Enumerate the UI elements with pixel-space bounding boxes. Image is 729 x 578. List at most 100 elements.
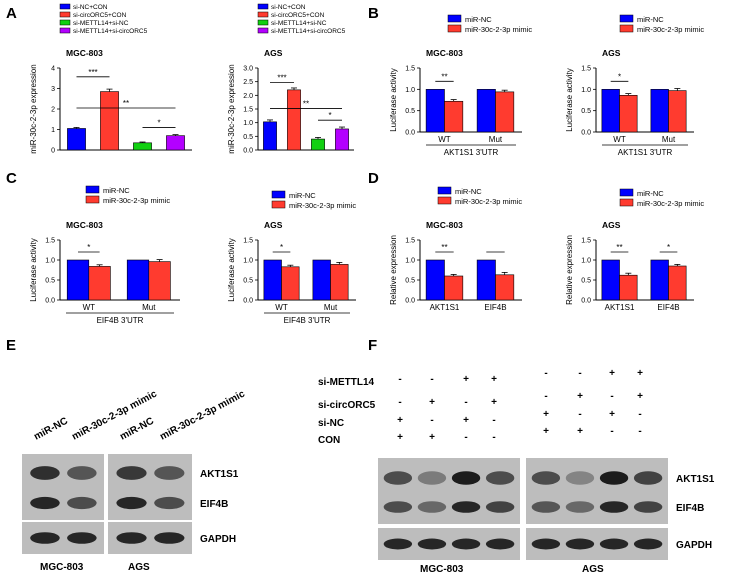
bar	[126, 259, 150, 301]
bar	[425, 89, 445, 133]
y-tick-label: 1.5	[243, 107, 253, 114]
blot-band	[531, 471, 561, 485]
condition-label: si-circORC5	[318, 400, 376, 411]
legend-d2-swatch	[619, 198, 634, 207]
condition-mark: +	[463, 415, 469, 426]
bar	[668, 90, 687, 133]
x-tick-label: AKT1S1	[430, 303, 460, 312]
y-tick-label: 1.5	[581, 238, 591, 245]
blot-band	[154, 532, 185, 544]
x-tick-label: Mut	[324, 303, 338, 312]
blot-band	[30, 466, 60, 480]
significance-label: **	[441, 243, 447, 252]
blot-band	[154, 466, 185, 480]
y-tick-label: 2.5	[243, 79, 253, 86]
y-tick-label: 4	[51, 66, 55, 73]
y-tick-label: 2.0	[243, 93, 253, 100]
condition-mark: -	[430, 415, 433, 426]
y-tick-label: 1.0	[405, 258, 415, 265]
legend-d2-swatch	[619, 188, 634, 197]
legend-c1-swatch	[85, 195, 100, 204]
legend-c2-swatch	[271, 190, 286, 199]
legend-a1-swatch	[59, 3, 71, 10]
legend-c1-label: miR-30c-2-3p mimic	[103, 196, 170, 205]
legend-d2-label: miR-NC	[637, 189, 664, 198]
blot-band	[565, 538, 595, 550]
bar	[444, 100, 464, 133]
significance-label: **	[616, 243, 622, 252]
x-tick-label: AKT1S1	[605, 303, 635, 312]
blot-row-label: EIF4B	[676, 503, 704, 514]
legend-d1-swatch	[437, 186, 452, 195]
blot-band	[565, 471, 595, 485]
condition-mark: -	[464, 432, 467, 443]
y-tick-label: 0.5	[581, 278, 591, 285]
blot-band	[116, 496, 147, 510]
chart-title: AGS	[264, 48, 283, 58]
y-tick-label: 1.0	[45, 258, 55, 265]
bar	[287, 89, 301, 151]
blot-band	[417, 501, 447, 513]
bar	[601, 259, 620, 301]
condition-mark: +	[609, 368, 615, 379]
blot-band	[633, 471, 663, 485]
legend-b2-swatch	[619, 14, 634, 23]
legend-b1-label: miR-30c-2-3p mimic	[465, 25, 532, 34]
y-tick-label: 3.0	[243, 66, 253, 73]
y-axis-label: Luciferase activity	[227, 238, 236, 302]
condition-mark: -	[430, 374, 433, 385]
y-tick-label: 1.0	[405, 87, 415, 94]
condition-mark: +	[429, 432, 435, 443]
bar	[133, 142, 152, 151]
legend-c2-swatch	[271, 200, 286, 209]
x-tick-label: WT	[438, 135, 451, 144]
legend-a1-label: si-NC+CON	[73, 4, 108, 11]
bar	[263, 121, 277, 151]
legend-a2-swatch	[257, 19, 269, 26]
bar	[312, 259, 331, 301]
chart-b1: 0.0 0.5 1.0 1.5 Luciferase activity MGC-803 WT…	[389, 48, 522, 157]
blot-band	[565, 501, 595, 513]
bar	[281, 266, 300, 301]
significance-label: ***	[277, 73, 286, 82]
chart-title: AGS	[602, 48, 621, 58]
chart-title: MGC-803	[426, 48, 463, 58]
condition-mark: +	[637, 391, 643, 402]
blot-band	[451, 538, 481, 550]
condition-mark: +	[491, 374, 497, 385]
y-tick-label: 3	[51, 86, 55, 93]
blot-band	[30, 532, 60, 544]
blot-row-label: GAPDH	[676, 540, 712, 551]
x-tick-label: EIF4B	[484, 303, 506, 312]
x-group-label: EIF4B 3'UTR	[284, 316, 331, 325]
legend-a1-swatch	[59, 19, 71, 26]
legend-a1-swatch	[59, 11, 71, 18]
legend-b1-swatch	[447, 14, 462, 23]
blot-band	[633, 501, 663, 513]
condition-mark: +	[429, 397, 435, 408]
bar	[425, 259, 445, 301]
panel-letter-e: E	[6, 337, 16, 354]
x-tick-label: WT	[83, 303, 96, 312]
y-tick-label: 0	[51, 148, 55, 155]
legend-b2-label: miR-NC	[637, 15, 664, 24]
legend-a1-label: si-circORC5+CON	[73, 12, 127, 19]
y-tick-label: 0.5	[243, 134, 253, 141]
y-tick-label: 0.0	[581, 130, 591, 137]
blot-group-label: MGC-803	[40, 562, 84, 573]
chart-title: MGC-803	[426, 220, 463, 230]
blot-band	[67, 466, 97, 480]
y-tick-label: 0.0	[45, 298, 55, 305]
y-tick-label: 1.5	[243, 238, 253, 245]
blot-band	[67, 496, 97, 510]
bar	[668, 265, 687, 301]
chart-d2: 0.0 0.5 1.0 1.5 Relative expression AGS AKT1S1…	[565, 220, 694, 312]
condition-mark: +	[577, 426, 583, 437]
x-tick-label: EIF4B	[657, 303, 679, 312]
blot-group-label: AGS	[128, 562, 150, 573]
y-tick-label: 0.0	[243, 298, 253, 305]
bar	[311, 138, 325, 151]
blot-band	[451, 471, 481, 485]
